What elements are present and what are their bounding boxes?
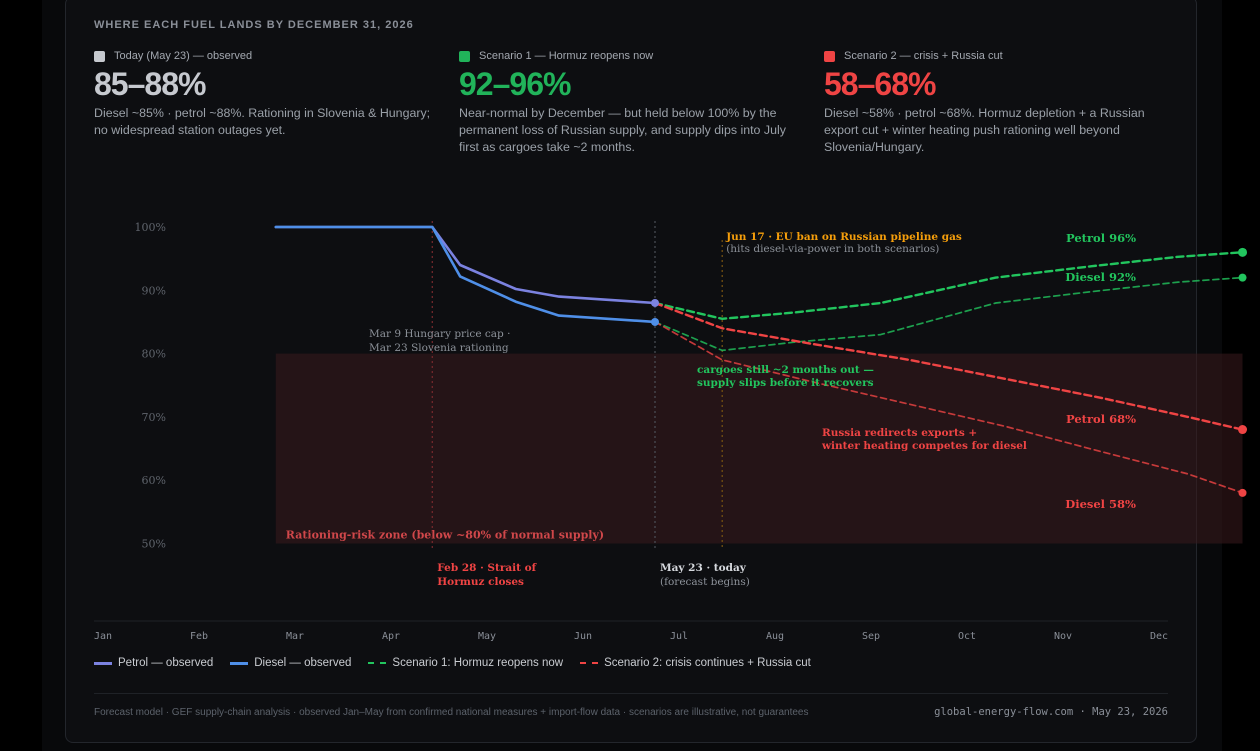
legend-line-petrol-observed (94, 661, 112, 665)
stat-scenario-2-desc: Diesel ~58% · petrol ~68%. Hormuz deplet… (824, 106, 1145, 155)
marker-petrol-today (651, 298, 659, 307)
stat-scenario-2: Scenario 2 — crisis + Russia cut 58–68% … (824, 50, 1174, 156)
legend-item-petrol-observed: Petrol — observed (94, 657, 213, 669)
footer-source: Forecast model · GEF supply-chain analys… (94, 707, 809, 718)
end-label-s2-diesel: Diesel 58% (1065, 497, 1136, 511)
stat-today-value: 85–88% (94, 66, 206, 102)
end-label-s1-diesel: Diesel 92% (1065, 270, 1136, 284)
stat-scenario-1-desc: Near-normal by December — but held below… (459, 106, 786, 155)
series-scenario-2-diesel (654, 321, 1244, 494)
stat-today-desc: Diesel ~85% · petrol ~88%. Rationing in … (94, 106, 431, 138)
y-tick-label: 80% (142, 348, 166, 361)
y-tick-label: 70% (142, 411, 166, 424)
series-scenario-1-petrol (653, 251, 1244, 320)
end-label-s1-petrol: Petrol 96% (1066, 231, 1136, 245)
series-petrol-observed (274, 225, 657, 305)
legend-item-diesel-observed: Diesel — observed (230, 657, 351, 669)
legend-label-petrol-observed: Petrol — observed (118, 657, 214, 669)
x-tick-label: Jun (574, 631, 592, 642)
x-tick-label: Feb (190, 631, 208, 642)
event-label-hormuz: Feb 28 · Strait of Hormuz closes (437, 562, 537, 588)
x-tick-label: Jul (670, 631, 688, 642)
x-tick-label: May (478, 631, 496, 642)
footer-divider (94, 693, 1168, 694)
x-tick-label: Mar (286, 631, 304, 642)
legend-item-scenario-1: Scenario 1: Hormuz reopens now (368, 657, 563, 669)
marker-s1-diesel-end (1238, 273, 1247, 282)
x-tick-label: Aug (766, 631, 784, 642)
scenario-2-swatch (824, 50, 835, 62)
x-tick-label: Oct (958, 631, 976, 642)
y-tick-label: 60% (142, 474, 166, 487)
stat-scenario-1: Scenario 1 — Hormuz reopens now 92–96% N… (459, 50, 809, 156)
stat-scenario-1-value: 92–96% (459, 66, 571, 102)
legend-line-scenario-1 (368, 662, 387, 664)
x-tick-label: Jan (94, 631, 112, 642)
footer-credit: global-energy-flow.com · May 23, 2026 (934, 706, 1168, 718)
event-label-eu-ban: Jun 17 · EU ban on Russian pipeline gas(… (725, 231, 962, 255)
legend-label-diesel-observed: Diesel — observed (254, 657, 352, 669)
legend-item-scenario-2: Scenario 2: crisis continues + Russia cu… (580, 657, 811, 669)
annotation-cargoes: cargoes still ~2 months out — supply slip… (697, 364, 874, 389)
legend-label-scenario-2: Scenario 2: crisis continues + Russia cu… (604, 657, 811, 669)
stat-today: Today (May 23) — observed 85–88% Diesel … (94, 50, 444, 139)
stat-scenario-2-value: 58–68% (824, 66, 936, 102)
y-tick-label: 50% (142, 538, 166, 551)
x-tick-label: Nov (1054, 631, 1072, 642)
x-tick-label: Sep (862, 631, 880, 642)
chart-legend: Petrol — observed Diesel — observed Scen… (94, 657, 828, 669)
series-diesel-observed (274, 225, 657, 324)
x-tick-label: Apr (382, 631, 400, 642)
stat-scenario-1-label: Scenario 1 — Hormuz reopens now (479, 50, 654, 62)
today-swatch (94, 50, 105, 62)
legend-line-scenario-2 (580, 662, 599, 664)
marker-s2-diesel-end (1238, 488, 1247, 497)
annotation-hungary-slovenia: Mar 9 Hungary price cap · Mar 23 Slovenia… (369, 328, 510, 354)
marker-diesel-today (651, 317, 659, 326)
series-scenario-1-diesel (654, 276, 1244, 352)
marker-s2-petrol-end (1238, 425, 1248, 435)
end-label-s2-petrol: Petrol 68% (1066, 412, 1136, 426)
event-label-today: May 23 · today (forecast begins) (660, 562, 750, 588)
stat-today-label: Today (May 23) — observed (114, 50, 253, 62)
rationing-zone (275, 353, 1243, 544)
rationing-zone-label: Rationing-risk zone (below ~80% of norma… (286, 529, 604, 542)
section-eyebrow: WHERE EACH FUEL LANDS BY DECEMBER 31, 20… (94, 19, 414, 31)
annotation-russia-redirects: Russia redirects exports + winter heating… (821, 427, 1027, 452)
y-tick-label: 90% (142, 284, 166, 297)
y-tick-label: 100% (135, 221, 166, 234)
legend-label-scenario-1: Scenario 1: Hormuz reopens now (392, 657, 564, 669)
stat-scenario-2-label: Scenario 2 — crisis + Russia cut (844, 50, 1003, 62)
marker-s1-petrol-end (1238, 247, 1248, 257)
series-scenario-2-petrol (653, 301, 1244, 431)
legend-line-diesel-observed (230, 661, 249, 665)
x-tick-label: Dec (1150, 631, 1168, 642)
scenario-1-swatch (459, 50, 470, 62)
